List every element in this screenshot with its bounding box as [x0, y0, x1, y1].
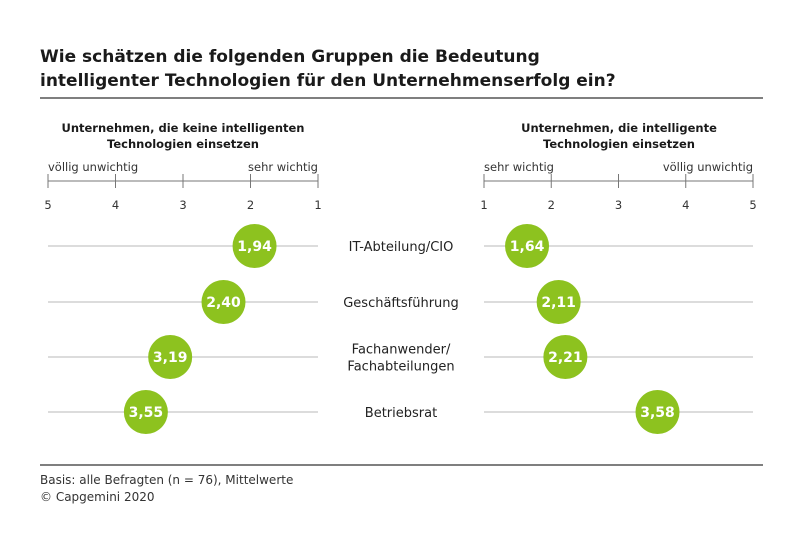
chart-title-line-2: intelligenter Technologien für den Unter…	[40, 71, 616, 91]
axes-layer: 5 4 3 2 1 1 2 3 4 5	[44, 174, 757, 212]
tick-label: 1	[314, 198, 321, 212]
right-axis-left-label: sehr wichtig	[484, 160, 554, 174]
data-point	[505, 224, 550, 268]
data-label: 3,19	[153, 350, 188, 366]
category-label: Geschäftsführung	[343, 296, 459, 311]
footer-basis: Basis: alle Befragten (n = 76), Mittelwe…	[40, 473, 293, 487]
tick-label: 1	[480, 198, 487, 212]
data-point	[232, 224, 277, 268]
right-axis-right-label: völlig unwichtig	[663, 160, 753, 174]
footer-copyright: © Capgemini 2020	[40, 490, 154, 504]
data-label: 3,58	[640, 405, 675, 421]
data-label: 2,40	[206, 295, 241, 311]
tick-label: 2	[548, 198, 555, 212]
data-marks: 1,94 2,40 3,19 3,55 1,64 2,11 2,21 3,58	[123, 224, 680, 434]
rows-layer	[48, 245, 753, 413]
data-point	[201, 280, 246, 324]
tick-label: 2	[247, 198, 254, 212]
left-panel-title-line-2: Technologien einsetzen	[107, 137, 259, 151]
category-label: Fachanwender/	[352, 343, 451, 358]
data-point	[123, 390, 168, 434]
chart-title-line-1: Wie schätzen die folgenden Gruppen die B…	[40, 47, 540, 67]
data-label: 2,11	[541, 295, 576, 311]
right-panel-title-line-2: Technologien einsetzen	[543, 137, 695, 151]
tick-label: 3	[179, 198, 186, 212]
data-label: 2,21	[548, 350, 583, 366]
category-labels: IT-Abteilung/CIO Geschäftsführung Fachanwe…	[343, 240, 459, 421]
tick-label: 4	[112, 198, 119, 212]
data-point	[635, 390, 680, 434]
category-label: IT-Abteilung/CIO	[349, 240, 454, 255]
tick-label: 3	[615, 198, 622, 212]
data-point	[536, 280, 581, 324]
data-label: 1,64	[510, 239, 545, 255]
tick-label: 4	[682, 198, 689, 212]
data-label: 3,55	[129, 405, 164, 421]
left-axis-left-label: völlig unwichtig	[48, 160, 138, 174]
tick-label: 5	[749, 198, 756, 212]
data-point	[543, 335, 588, 379]
data-point	[148, 335, 193, 379]
left-panel-title-line-1: Unternehmen, die keine intelligenten	[61, 121, 304, 135]
tick-label: 5	[44, 198, 51, 212]
data-label: 1,94	[237, 239, 272, 255]
category-label: Betriebsrat	[365, 406, 437, 421]
right-panel-title-line-1: Unternehmen, die intelligente	[521, 121, 717, 135]
category-label: Fachabteilungen	[347, 360, 454, 375]
left-axis-right-label: sehr wichtig	[248, 160, 318, 174]
